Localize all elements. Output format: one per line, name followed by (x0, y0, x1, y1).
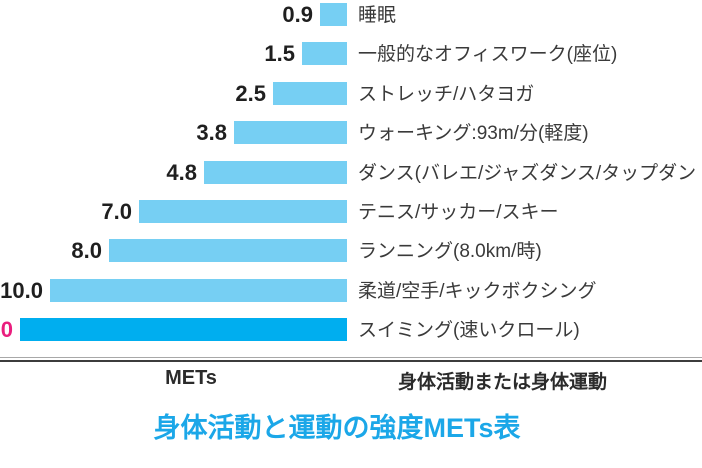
met-value: 1.5 (264, 41, 295, 66)
met-value-highlight: 11.0 (0, 317, 13, 342)
activity-column-header: 身体活動または身体運動 (398, 372, 608, 393)
met-value: 3.8 (196, 120, 227, 145)
bar-highlight (20, 318, 347, 341)
bar (109, 239, 347, 262)
mets-column-header: METs (165, 367, 217, 389)
met-value: 2.5 (235, 81, 266, 106)
activity-label: ウォーキング:93m/分(軽度) (358, 123, 589, 144)
activity-label: スイミング(速いクロール) (358, 320, 580, 341)
bar (139, 200, 347, 223)
met-value: 4.8 (166, 160, 197, 185)
met-value: 0.9 (282, 2, 313, 27)
activity-label: ダンス(バレエ/ジャズダンス/タップダン (358, 163, 697, 184)
activity-label: 一般的なオフィスワーク(座位) (358, 44, 618, 65)
bar (302, 42, 347, 65)
activity-label: 睡眠 (358, 5, 397, 26)
met-value: 7.0 (101, 199, 132, 224)
activity-label: ランニング(8.0km/時) (358, 241, 542, 262)
bar (234, 121, 347, 144)
activity-label: ストレッチ/ハタヨガ (358, 84, 535, 105)
divider-line-dark (0, 360, 702, 362)
met-value: 10.0 (0, 278, 43, 303)
activity-label: テニス/サッカー/スキー (358, 202, 559, 223)
bar (204, 161, 347, 184)
divider-line-light (0, 357, 702, 358)
bar (273, 82, 347, 105)
bar (320, 3, 347, 26)
chart-title: 身体活動と運動の強度METs表 (153, 413, 521, 443)
bar (50, 279, 347, 302)
met-value: 8.0 (71, 238, 102, 263)
activity-label: 柔道/空手/キックボクシング (358, 281, 597, 302)
